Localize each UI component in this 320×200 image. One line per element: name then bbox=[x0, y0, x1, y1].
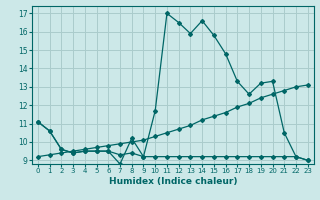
X-axis label: Humidex (Indice chaleur): Humidex (Indice chaleur) bbox=[108, 177, 237, 186]
